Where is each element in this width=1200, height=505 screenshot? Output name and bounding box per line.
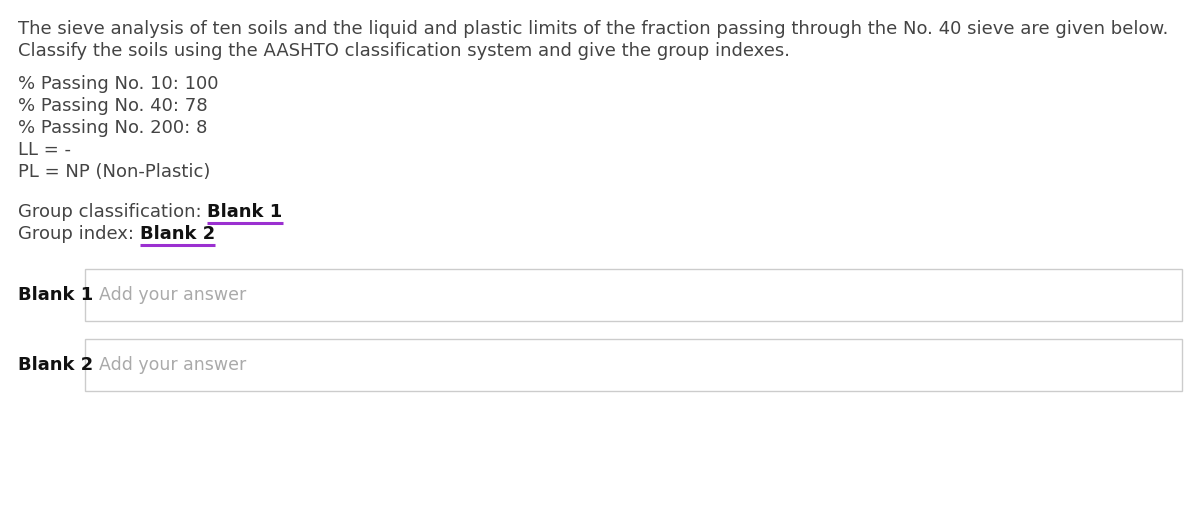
Text: Add your answer: Add your answer xyxy=(98,356,246,374)
Bar xyxy=(85,269,1182,321)
Text: % Passing No. 10: 100: % Passing No. 10: 100 xyxy=(18,75,218,93)
Text: Blank 2: Blank 2 xyxy=(139,225,215,242)
Text: Classify the soils using the AASHTO classification system and give the group ind: Classify the soils using the AASHTO clas… xyxy=(18,42,790,60)
Text: Blank 1: Blank 1 xyxy=(18,286,94,304)
Text: The sieve analysis of ten soils and the liquid and plastic limits of the fractio: The sieve analysis of ten soils and the … xyxy=(18,20,1169,38)
Text: PL = NP (Non-Plastic): PL = NP (Non-Plastic) xyxy=(18,163,210,181)
Text: Add your answer: Add your answer xyxy=(98,286,246,304)
Text: Group classification:: Group classification: xyxy=(18,203,208,221)
Text: % Passing No. 40: 78: % Passing No. 40: 78 xyxy=(18,97,208,115)
Text: LL = -: LL = - xyxy=(18,141,71,159)
Bar xyxy=(85,338,1182,390)
Text: % Passing No. 200: 8: % Passing No. 200: 8 xyxy=(18,119,208,137)
Text: Group index:: Group index: xyxy=(18,225,139,242)
Text: Blank 2: Blank 2 xyxy=(18,356,94,374)
Text: Blank 1: Blank 1 xyxy=(208,203,283,221)
